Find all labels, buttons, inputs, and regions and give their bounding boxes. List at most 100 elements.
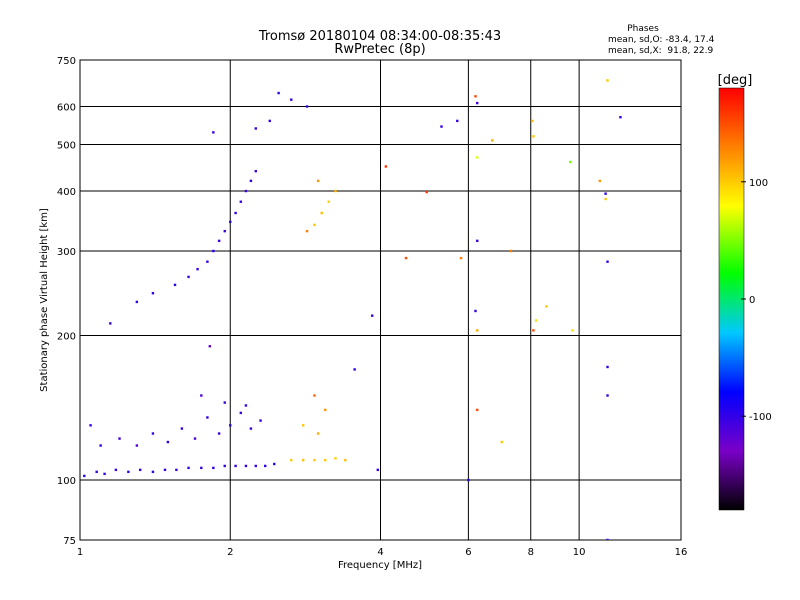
y-tick-labels: 75 100 200 300 400 500 600 750 bbox=[57, 56, 76, 547]
y-tick-label: 600 bbox=[57, 103, 76, 114]
data-point bbox=[530, 119, 534, 123]
data-point bbox=[223, 401, 226, 404]
data-point bbox=[223, 464, 226, 468]
colorbar-tick-label: 0 bbox=[749, 295, 755, 306]
data-point bbox=[229, 220, 232, 224]
chart-title: Tromsø 20180104 08:34:00-08:35:43 bbox=[258, 29, 501, 44]
scatter-points bbox=[83, 79, 622, 540]
data-point bbox=[175, 468, 178, 472]
data-point bbox=[277, 91, 280, 95]
y-tick-label: 75 bbox=[63, 536, 76, 547]
data-point bbox=[313, 394, 316, 397]
data-point bbox=[334, 189, 337, 193]
data-point bbox=[324, 408, 327, 412]
data-point bbox=[344, 458, 347, 462]
x-tick-labels: 1 2 4 6 8 10 16 bbox=[77, 547, 688, 558]
data-point bbox=[264, 464, 267, 468]
data-point bbox=[532, 329, 535, 332]
chart-subtitle: RwPretec (8p) bbox=[334, 42, 425, 57]
data-point bbox=[217, 432, 221, 435]
data-point bbox=[200, 466, 203, 470]
data-point bbox=[301, 424, 305, 427]
data-point bbox=[193, 437, 197, 440]
data-point bbox=[234, 464, 237, 468]
data-point bbox=[606, 365, 609, 369]
data-point bbox=[316, 432, 320, 435]
data-point bbox=[606, 394, 609, 397]
y-tick-label: 100 bbox=[57, 476, 76, 487]
data-point bbox=[467, 478, 470, 482]
data-point bbox=[259, 419, 262, 422]
data-point bbox=[187, 466, 190, 470]
data-point bbox=[127, 470, 130, 474]
x-tick-label: 4 bbox=[377, 547, 383, 558]
data-point bbox=[103, 472, 106, 476]
data-point bbox=[545, 305, 548, 308]
data-point bbox=[268, 119, 271, 123]
data-point bbox=[571, 329, 574, 332]
data-point bbox=[118, 437, 121, 440]
colorbar-label: [deg] bbox=[718, 73, 753, 88]
data-point bbox=[212, 466, 215, 470]
data-point bbox=[598, 179, 601, 183]
data-point bbox=[151, 292, 155, 295]
data-point bbox=[619, 116, 622, 119]
data-point bbox=[327, 200, 330, 203]
data-point bbox=[474, 309, 477, 313]
y-tick-label: 500 bbox=[57, 141, 76, 152]
data-point bbox=[606, 79, 609, 82]
data-point bbox=[456, 119, 459, 123]
data-point bbox=[606, 260, 609, 263]
x-tick-label: 16 bbox=[675, 547, 688, 558]
colorbar-tick-label: -100 bbox=[749, 412, 772, 423]
x-tick-label: 6 bbox=[465, 547, 471, 558]
data-point bbox=[301, 458, 305, 462]
data-point bbox=[173, 283, 177, 287]
x-tick-label: 10 bbox=[573, 547, 586, 558]
data-point bbox=[313, 458, 316, 462]
stats-o-line: mean, sd,O: -83.4, 17.4 bbox=[608, 35, 715, 45]
grid-lines bbox=[80, 60, 681, 540]
data-point bbox=[425, 190, 428, 194]
data-point bbox=[254, 169, 257, 173]
data-point bbox=[166, 440, 170, 444]
data-point bbox=[606, 538, 609, 540]
colorbar-tick-labels: 100 0 -100 bbox=[741, 178, 772, 423]
data-point bbox=[239, 411, 243, 415]
data-point bbox=[290, 98, 293, 101]
data-point bbox=[138, 468, 142, 472]
data-point bbox=[476, 329, 479, 332]
data-point bbox=[440, 125, 443, 128]
data-point bbox=[206, 260, 209, 263]
data-point bbox=[459, 256, 463, 260]
data-point bbox=[534, 319, 538, 322]
data-point bbox=[223, 229, 226, 233]
data-point bbox=[83, 474, 86, 478]
data-point bbox=[229, 424, 232, 427]
data-point bbox=[474, 95, 477, 98]
data-point bbox=[244, 404, 248, 407]
data-point bbox=[532, 135, 535, 138]
stats-header: Phases bbox=[627, 24, 659, 34]
data-point bbox=[376, 468, 379, 472]
data-point bbox=[509, 249, 513, 253]
data-point bbox=[239, 200, 243, 203]
data-point bbox=[334, 457, 337, 460]
data-point bbox=[196, 267, 199, 271]
data-point bbox=[476, 156, 479, 159]
y-tick-label: 400 bbox=[57, 187, 76, 198]
data-point bbox=[89, 424, 92, 427]
data-point bbox=[604, 192, 607, 195]
data-point bbox=[569, 160, 572, 164]
data-point bbox=[305, 229, 309, 233]
data-point bbox=[200, 394, 203, 397]
data-point bbox=[151, 432, 155, 435]
x-tick-label: 2 bbox=[227, 547, 233, 558]
data-point bbox=[371, 314, 374, 317]
data-point bbox=[320, 211, 323, 215]
data-point bbox=[491, 139, 494, 142]
data-point bbox=[212, 131, 215, 134]
data-point bbox=[109, 322, 112, 325]
data-point bbox=[404, 256, 408, 260]
